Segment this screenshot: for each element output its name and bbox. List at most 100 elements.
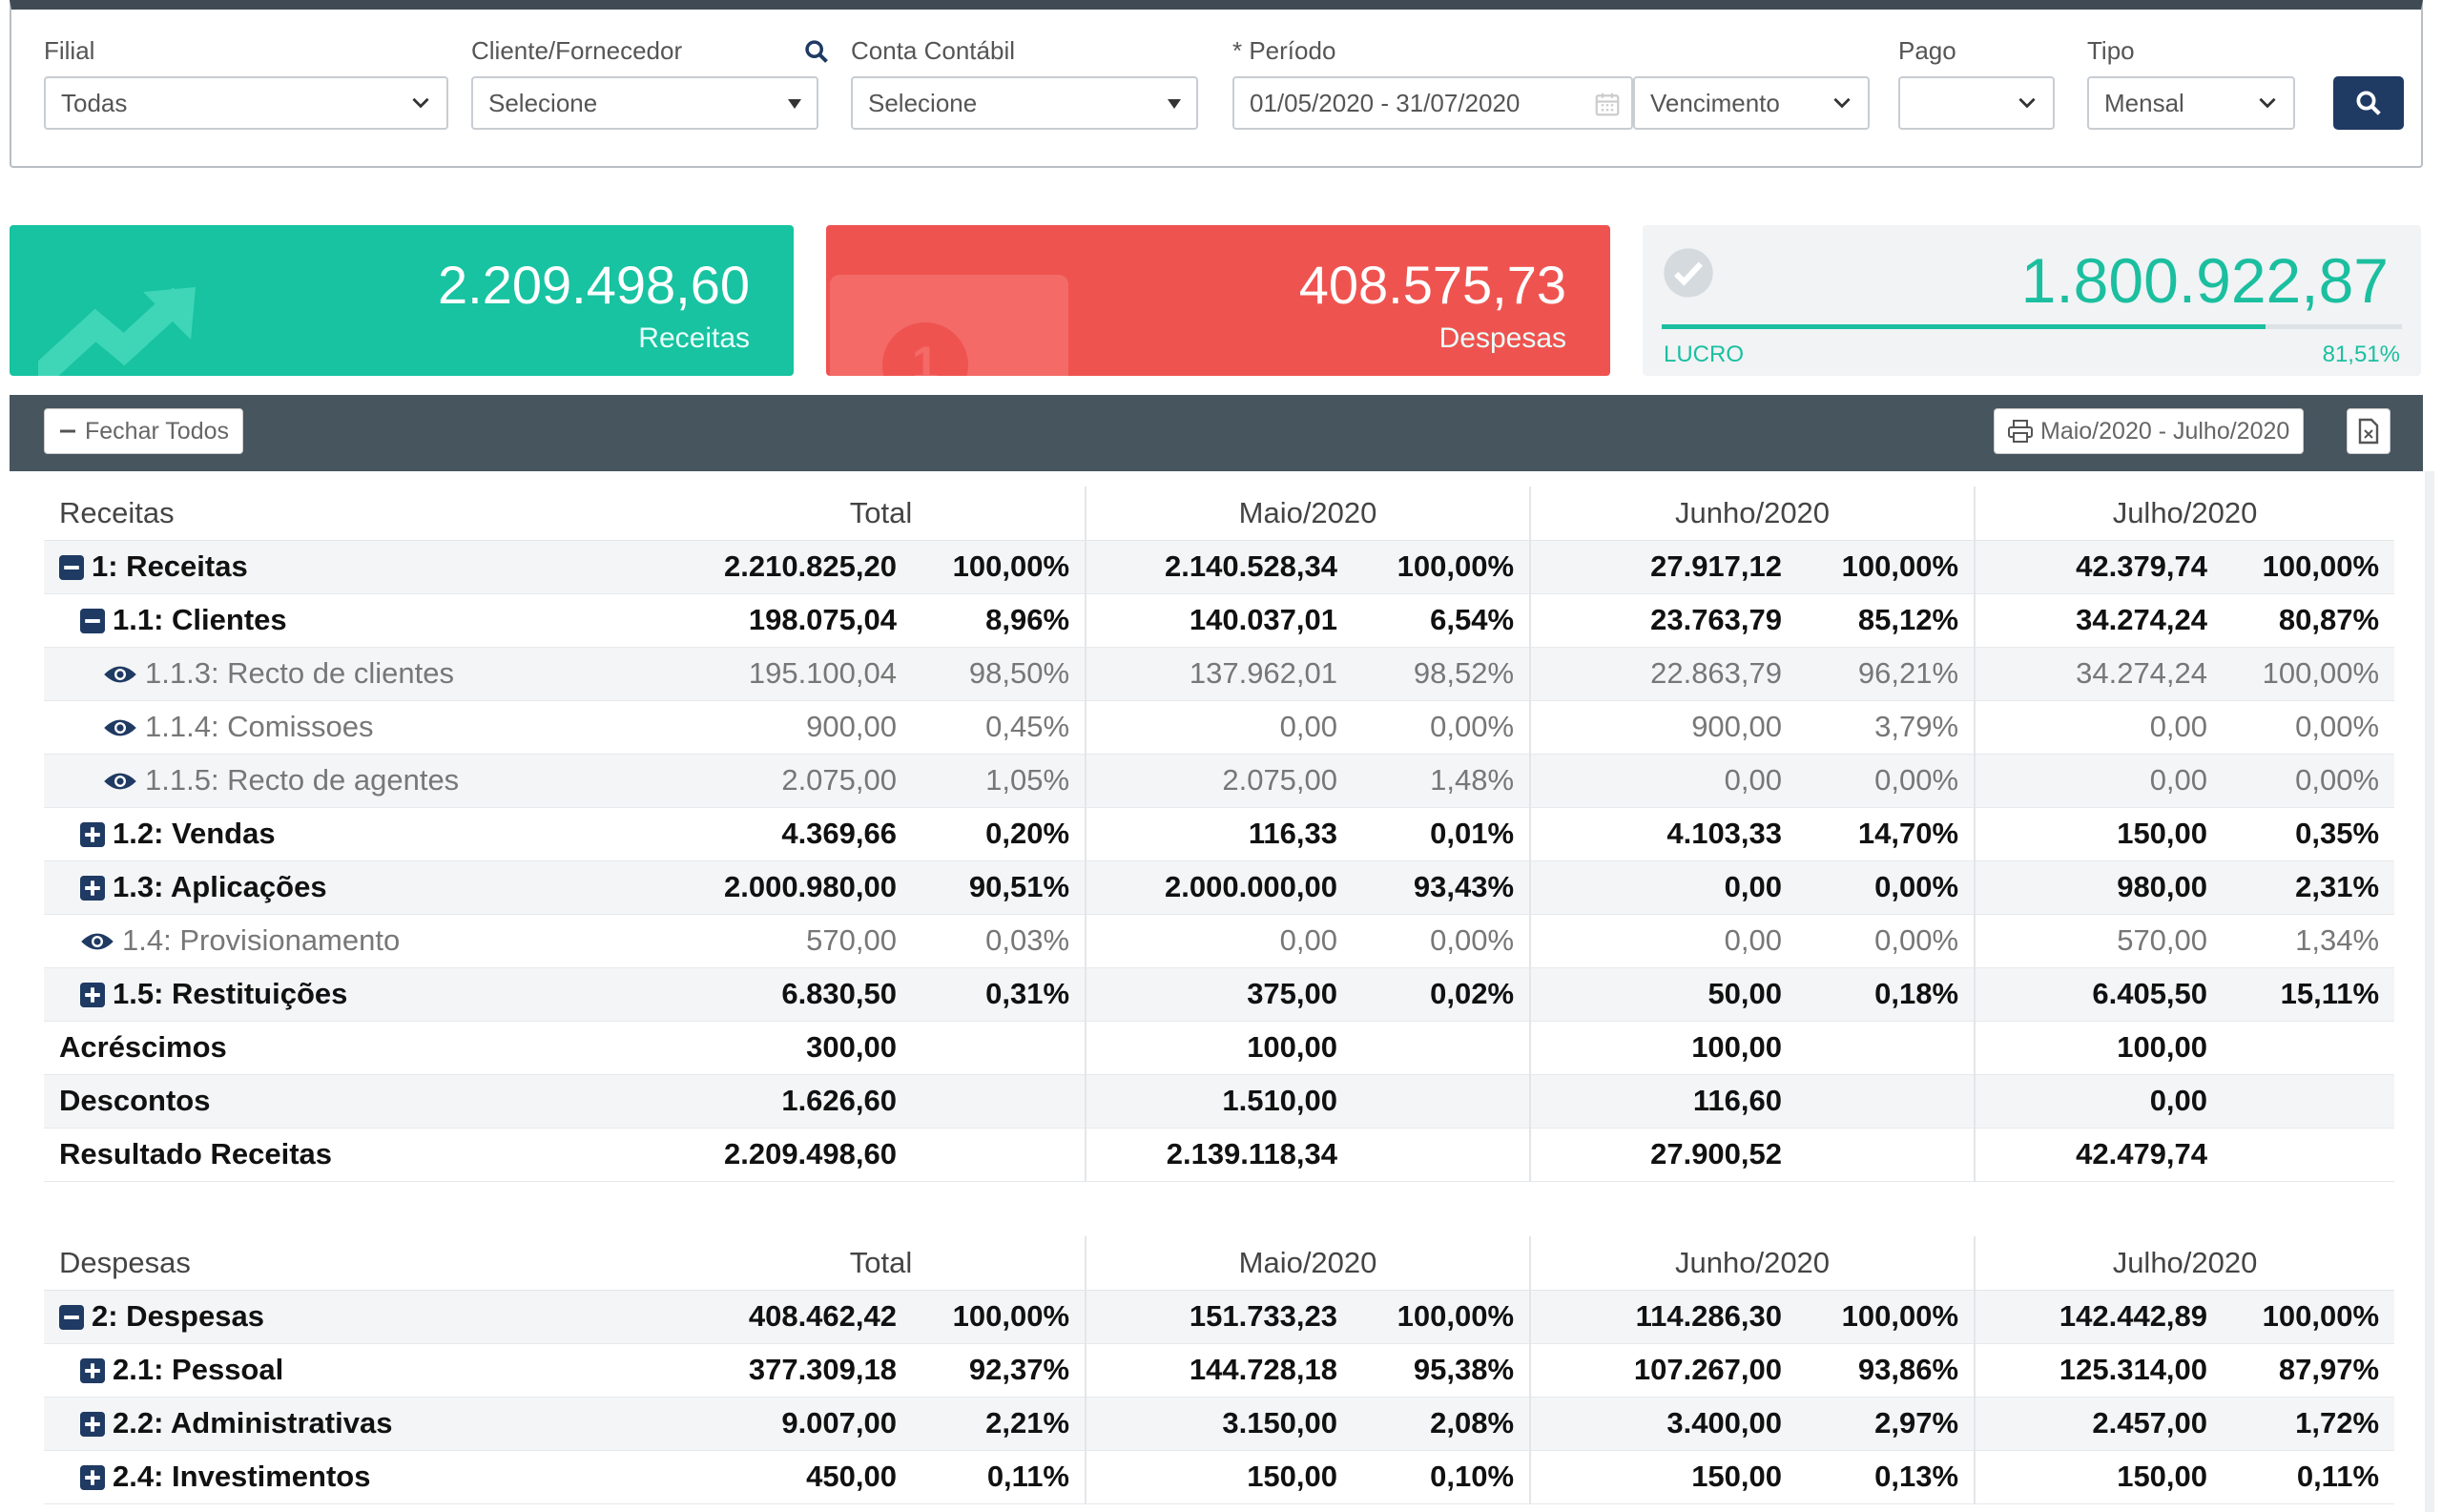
filial-select[interactable]: Todas — [44, 76, 448, 130]
table-row[interactable]: 1.5: Restituições 6.830,50 0,31% 375,00 0,02… — [44, 967, 2395, 1022]
row-label: 1.1: Clientes — [44, 593, 677, 648]
pago-select[interactable] — [1898, 76, 2055, 130]
fechar-todos-button[interactable]: Fechar Todos — [44, 408, 244, 454]
expand-icon[interactable] — [80, 1465, 105, 1490]
cliente-select[interactable]: Selecione — [471, 76, 818, 130]
lucro-card: 1.800.922,87 LUCRO 81,51% — [1643, 225, 2421, 376]
eye-icon[interactable] — [103, 770, 137, 793]
chevron-down-icon — [412, 97, 429, 109]
cliente-value: Selecione — [488, 89, 598, 117]
percent-cell: 2,31% — [2223, 860, 2395, 915]
value-cell: 50,00 — [1529, 967, 1798, 1022]
row-label-text: 1.1.5: Recto de agentes — [145, 763, 460, 797]
despesas-table-wrap: Despesas Total Maio/2020 Junho/2020 Julho/20… — [44, 1236, 2395, 1504]
periodo-input[interactable]: 01/05/2020 - 31/07/2020 — [1232, 76, 1633, 130]
table-row[interactable]: Descontos 1.626,60 1.510,00 116,60 0,00 — [44, 1074, 2395, 1129]
receitas-label: Receitas — [638, 322, 750, 354]
row-label-text: 2.2: Administrativas — [113, 1406, 393, 1440]
percent-cell: 0,10% — [1353, 1450, 1531, 1504]
row-label-text: 1.2: Vendas — [113, 817, 276, 850]
expand-icon[interactable] — [80, 876, 105, 901]
row-label: Descontos — [44, 1074, 677, 1129]
tipo-select[interactable]: Mensal — [2087, 76, 2295, 130]
value-cell: 3.400,00 — [1529, 1397, 1798, 1451]
expand-icon[interactable] — [80, 983, 105, 1007]
percent-cell: 80,87% — [2223, 593, 2395, 648]
table-row[interactable]: Acréscimos 300,00 100,00 100,00 100,00 — [44, 1021, 2395, 1075]
collapse-icon[interactable] — [59, 555, 84, 580]
print-period-label: Maio/2020 - Julho/2020 — [2040, 418, 2290, 445]
collapse-icon[interactable] — [80, 609, 105, 633]
expand-icon[interactable] — [80, 822, 105, 847]
print-button[interactable]: Maio/2020 - Julho/2020 — [1994, 408, 2305, 454]
percent-cell: 0,35% — [2223, 807, 2395, 861]
periodo-tipo-select[interactable]: Vencimento — [1633, 76, 1870, 130]
value-cell: 198.075,04 — [677, 593, 912, 648]
collapse-icon[interactable] — [59, 1305, 84, 1330]
table-row[interactable]: 1.3: Aplicações 2.000.980,00 90,51% 2.000.0… — [44, 860, 2395, 915]
table-row[interactable]: 1.1.4: Comissoes 900,00 0,45% 0,00 0,00% 900,… — [44, 700, 2395, 755]
table-row[interactable]: 1.1: Clientes 198.075,04 8,96% 140.037,01 6,… — [44, 593, 2395, 648]
percent-cell: 0,00% — [1353, 914, 1531, 968]
printer-icon — [2008, 420, 2033, 443]
table-row[interactable]: 2.4: Investimentos 450,00 0,11% 150,00 0,10%… — [44, 1450, 2395, 1504]
table-row[interactable]: 1.4: Provisionamento 570,00 0,03% 0,00 0,00%… — [44, 914, 2395, 968]
value-cell: 2.140.528,34 — [1085, 540, 1354, 594]
conta-label: Conta Contábil — [851, 36, 1015, 65]
expand-icon[interactable] — [80, 1358, 105, 1383]
value-cell: 0,00 — [1529, 754, 1798, 808]
row-label: 1: Receitas — [44, 540, 677, 594]
percent-cell: 0,11% — [2223, 1450, 2395, 1504]
export-button[interactable] — [2347, 408, 2390, 454]
value-cell: 114.286,30 — [1529, 1290, 1798, 1344]
table-row[interactable]: Resultado Receitas 2.209.498,60 2.139.118,… — [44, 1128, 2395, 1182]
vertical-scrollbar[interactable] — [2425, 471, 2434, 1512]
percent-cell: 2,21% — [912, 1397, 1086, 1451]
row-label-text: 2.4: Investimentos — [113, 1460, 371, 1493]
percent-cell: 1,05% — [912, 754, 1086, 808]
table-row[interactable]: 1.2: Vendas 4.369,66 0,20% 116,33 0,01% 4.103… — [44, 807, 2395, 861]
percent-cell: 0,13% — [1797, 1450, 1976, 1504]
eye-icon[interactable] — [103, 663, 137, 686]
value-cell: 3.150,00 — [1085, 1397, 1354, 1451]
value-cell: 900,00 — [1529, 700, 1798, 755]
calendar-icon[interactable] — [1593, 90, 1622, 118]
table-row[interactable]: 2.2: Administrativas 9.007,00 2,21% 3.150,0… — [44, 1397, 2395, 1451]
percent-cell: 100,00% — [2223, 540, 2395, 594]
value-cell: 150,00 — [1529, 1450, 1798, 1504]
table-row[interactable]: 1.1.5: Recto de agentes 2.075,00 1,05% 2.07… — [44, 754, 2395, 808]
value-cell: 0,00 — [1529, 914, 1798, 968]
row-label: 2.1: Pessoal — [44, 1343, 677, 1398]
row-label: 1.4: Provisionamento — [44, 914, 677, 968]
table-row[interactable]: 1.1.3: Recto de clientes 195.100,04 98,50%… — [44, 647, 2395, 701]
percent-cell: 0,18% — [1797, 967, 1976, 1022]
value-cell: 6.405,50 — [1974, 967, 2224, 1022]
table-row[interactable]: 2: Despesas 408.462,42 100,00% 151.733,23 10… — [44, 1290, 2395, 1344]
percent-cell: 90,51% — [912, 860, 1086, 915]
value-cell: 2.209.498,60 — [677, 1128, 912, 1182]
percent-cell: 100,00% — [912, 1290, 1086, 1344]
row-label-text: 2: Despesas — [92, 1299, 264, 1333]
row-label-text: 1.1: Clientes — [113, 603, 287, 636]
search-button[interactable] — [2333, 76, 2404, 130]
value-cell: 4.369,66 — [677, 807, 912, 861]
search-icon[interactable] — [803, 38, 830, 65]
value-cell: 6.830,50 — [677, 967, 912, 1022]
table-row[interactable]: 1: Receitas 2.210.825,20 100,00% 2.140.528,… — [44, 540, 2395, 594]
row-label: Acréscimos — [44, 1021, 677, 1075]
chevron-down-icon — [2259, 97, 2276, 109]
eye-icon[interactable] — [103, 716, 137, 739]
caret-down-icon — [1168, 99, 1181, 109]
percent-cell: 85,12% — [1797, 593, 1976, 648]
eye-icon[interactable] — [80, 930, 114, 953]
percent-cell — [1353, 1074, 1531, 1129]
conta-select[interactable]: Selecione — [851, 76, 1198, 130]
table-row[interactable]: 2.1: Pessoal 377.309,18 92,37% 144.728,18 95… — [44, 1343, 2395, 1398]
value-cell: 34.274,24 — [1974, 647, 2224, 701]
value-cell: 151.733,23 — [1085, 1290, 1354, 1344]
value-cell: 150,00 — [1085, 1450, 1354, 1504]
row-label: 2: Despesas — [44, 1290, 677, 1344]
expand-icon[interactable] — [80, 1412, 105, 1437]
column-header: Julho/2020 — [1974, 1236, 2395, 1291]
percent-cell: 100,00% — [2223, 1290, 2395, 1344]
